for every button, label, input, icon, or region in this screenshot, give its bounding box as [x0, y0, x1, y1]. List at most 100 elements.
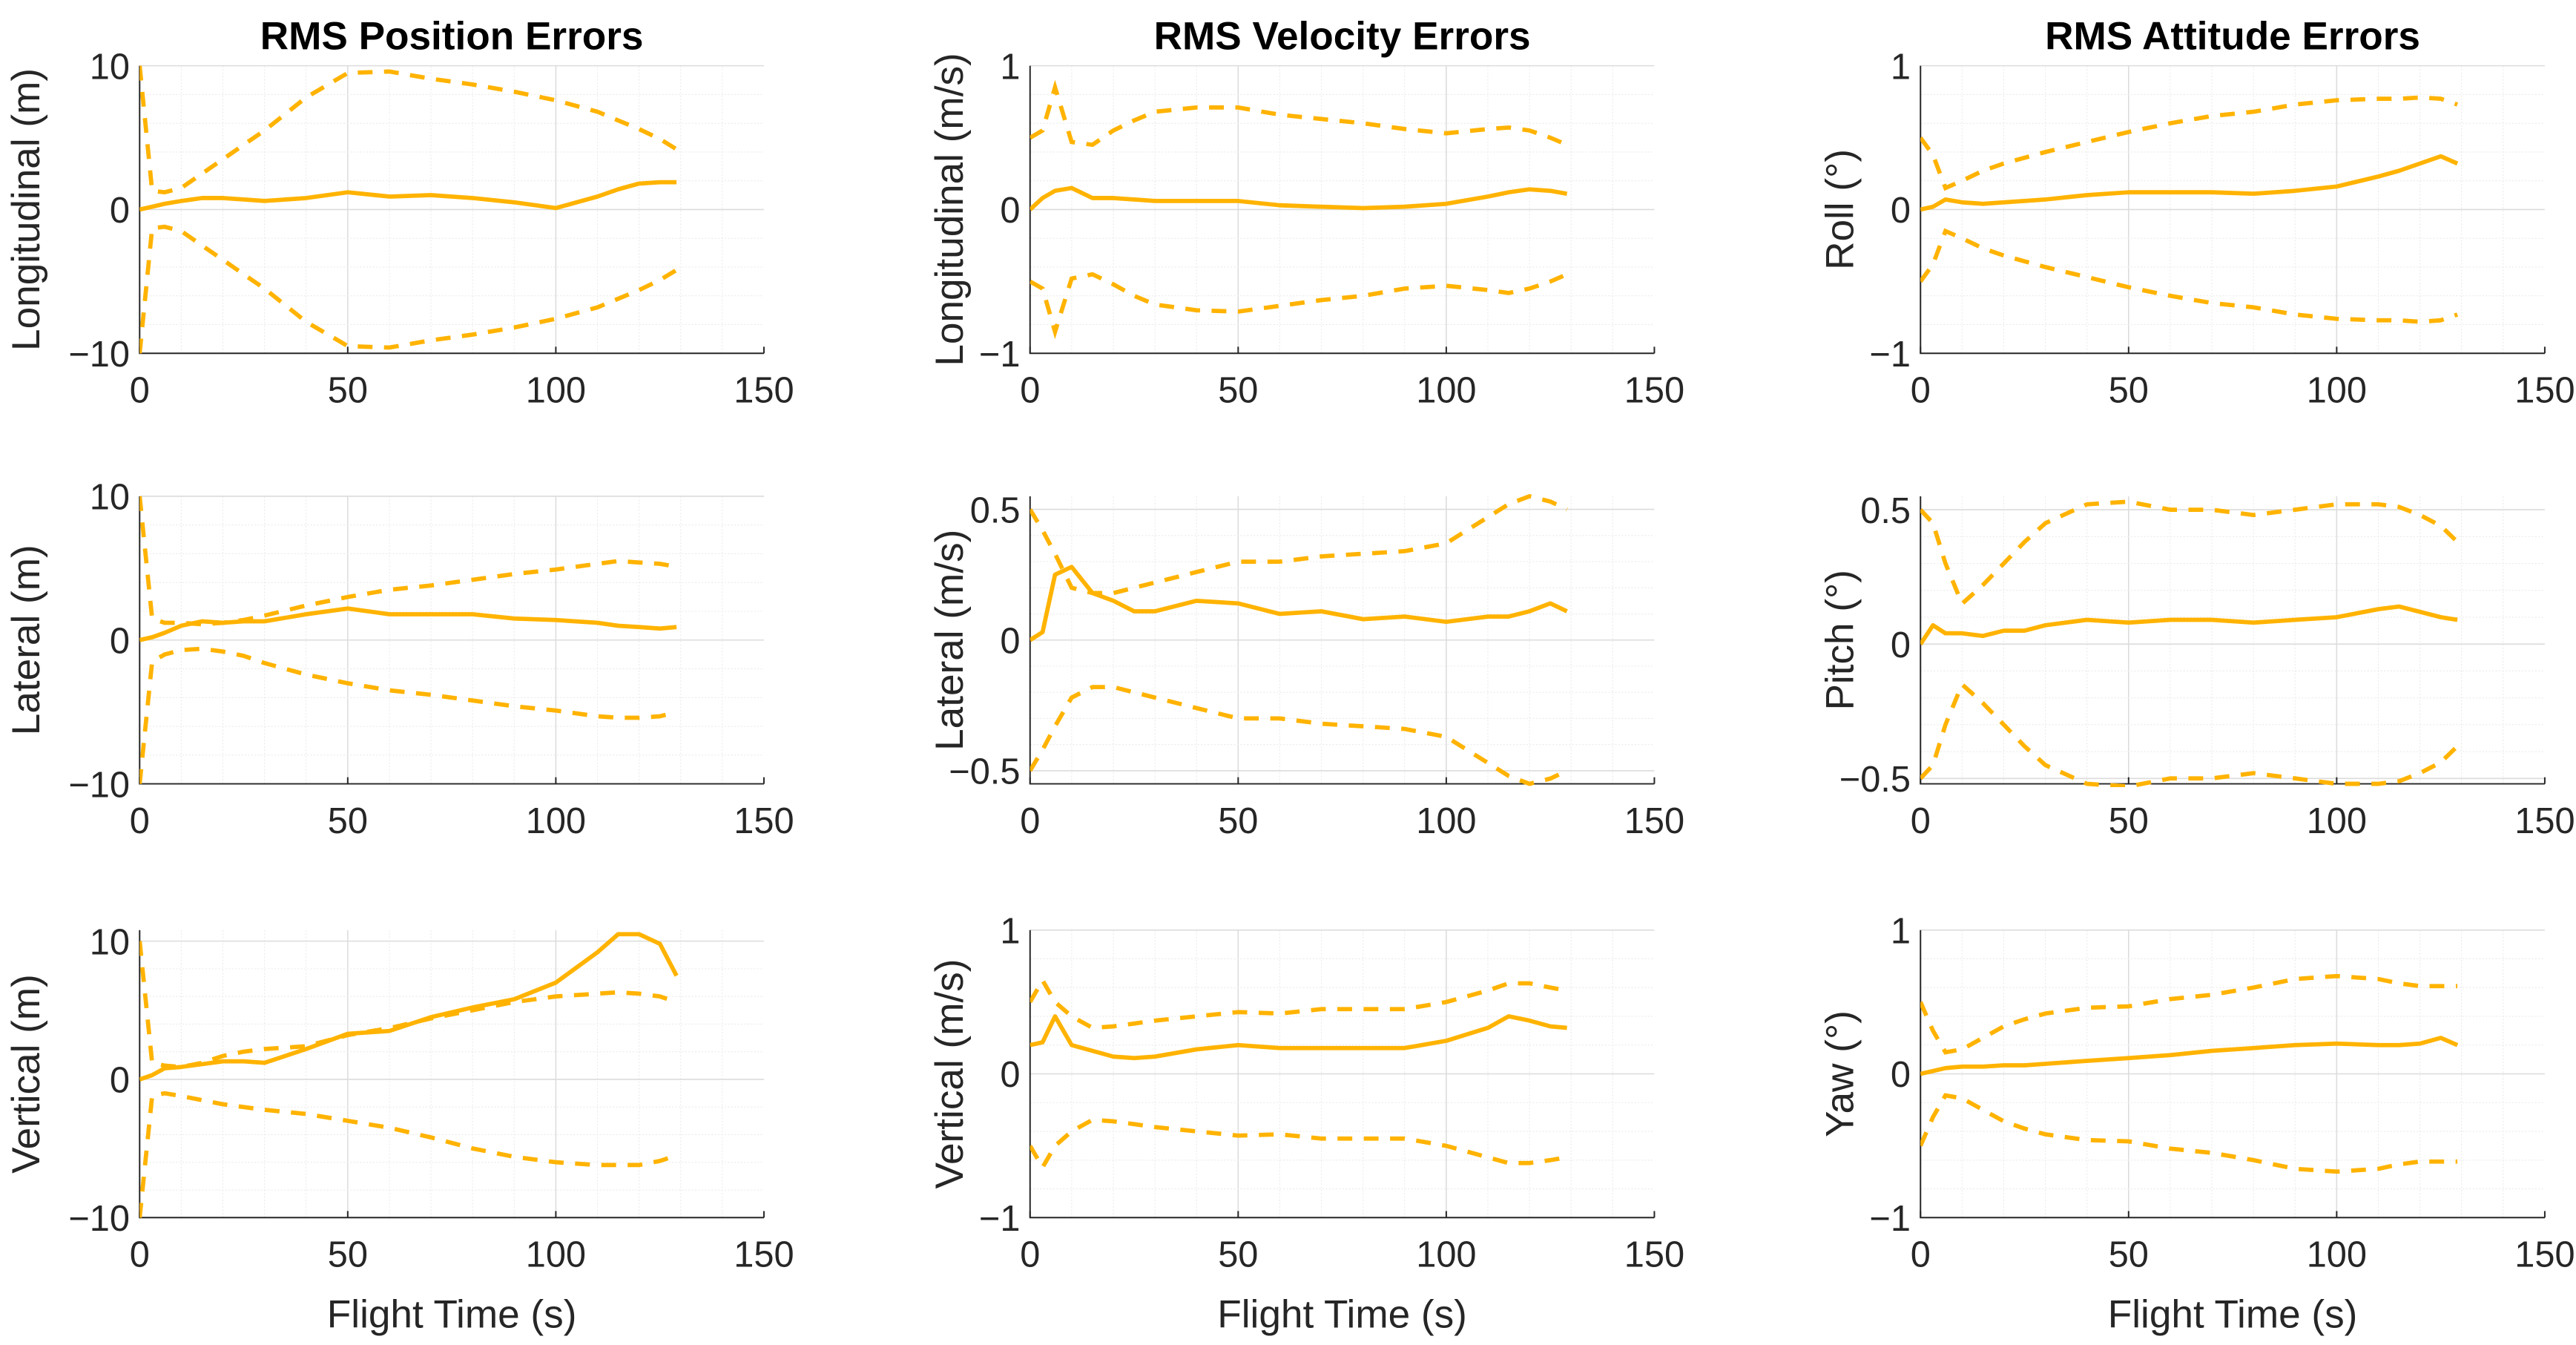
series-line-mean	[139, 180, 677, 212]
series-line-lower	[1030, 1117, 1568, 1172]
x-tick-label: 0	[1911, 1235, 1931, 1275]
x-tick-label: 150	[2514, 801, 2575, 841]
series-line-mean	[1030, 565, 1568, 642]
y-tick-label: −0.5	[949, 752, 1020, 792]
y-axis-label: Lateral (m)	[4, 545, 48, 735]
x-tick-label: 50	[2109, 1235, 2149, 1275]
x-tick-label: 50	[1218, 801, 1258, 841]
x-tick-label: 100	[526, 371, 586, 411]
y-tick-label: 10	[90, 922, 130, 962]
y-axis-label: Roll (°)	[1818, 149, 1862, 270]
x-tick-label: 50	[1218, 371, 1258, 411]
y-tick-label: −10	[68, 1199, 130, 1239]
series-line-mean	[1920, 604, 2458, 645]
series-line-mean	[1030, 1014, 1567, 1061]
y-axis-label: Longitudinal (m/s)	[928, 53, 972, 366]
xlabel-position: Flight Time (s)	[327, 1293, 577, 1337]
series-line-lower	[139, 646, 677, 784]
y-tick-label: 1	[1891, 47, 1911, 87]
y-axis-label: Pitch (°)	[1818, 570, 1862, 711]
x-tick-label: 0	[1020, 371, 1040, 411]
xlabel-velocity: Flight Time (s)	[1217, 1293, 1467, 1337]
x-tick-label: 100	[1416, 1235, 1476, 1275]
x-tick-label: 100	[2307, 801, 2367, 841]
x-tick-label: 0	[1020, 801, 1040, 841]
x-tick-label: 150	[1624, 801, 1684, 841]
y-tick-label: 1	[1000, 911, 1020, 951]
title-position: RMS Position Errors	[260, 14, 644, 58]
series-line-lower	[1920, 228, 2459, 324]
x-tick-label: 150	[2514, 1235, 2575, 1275]
axis-lines	[1920, 496, 2545, 785]
x-tick-label: 150	[2514, 371, 2575, 411]
series-line-mean	[1030, 185, 1568, 211]
x-tick-label: 0	[1911, 371, 1931, 411]
y-tick-label: 0	[1891, 625, 1911, 665]
y-tick-label: 0	[110, 1061, 130, 1101]
y-tick-label: 1	[1000, 47, 1020, 87]
y-tick-label: 0	[1000, 191, 1020, 231]
series-line-lower	[1920, 1093, 2458, 1174]
y-tick-label: 0	[1000, 1055, 1020, 1095]
y-tick-label: −10	[68, 765, 130, 805]
y-tick-label: 0	[1891, 191, 1911, 231]
series-line-upper	[1030, 976, 1568, 1030]
x-tick-label: 50	[2109, 801, 2149, 841]
x-tick-label: 100	[1416, 371, 1476, 411]
x-tick-label: 0	[130, 801, 150, 841]
x-tick-label: 50	[328, 1235, 368, 1275]
x-tick-label: 150	[734, 371, 794, 411]
x-tick-label: 100	[2307, 1235, 2367, 1275]
axis-lines	[139, 930, 764, 1219]
y-axis-label: Yaw (°)	[1818, 1010, 1862, 1137]
series-line-upper	[139, 496, 677, 627]
series-line-mean	[1920, 154, 2459, 212]
y-axis-label: Longitudinal (m)	[4, 68, 48, 351]
series-line-upper	[1030, 493, 1568, 596]
y-tick-label: 10	[90, 478, 130, 518]
x-tick-label: 50	[2109, 371, 2149, 411]
series-line-upper	[1920, 95, 2459, 191]
y-tick-label: 1	[1891, 911, 1911, 951]
y-tick-label: −1	[1869, 335, 1911, 375]
x-tick-label: 50	[328, 801, 368, 841]
series-line-mean	[139, 606, 677, 642]
x-tick-label: 0	[130, 1235, 150, 1275]
y-tick-label: −1	[1869, 1199, 1911, 1239]
x-tick-label: 150	[734, 1235, 794, 1275]
x-tick-label: 150	[1624, 371, 1684, 411]
y-tick-label: 0	[1000, 621, 1020, 661]
y-tick-label: 0.5	[1860, 491, 1911, 531]
y-tick-label: −10	[68, 335, 130, 375]
series-line-upper	[1030, 79, 1568, 148]
x-tick-label: 100	[2307, 371, 2367, 411]
y-tick-label: 0.5	[970, 490, 1021, 530]
series-line-lower	[1920, 680, 2460, 787]
series-line-upper	[139, 65, 678, 195]
y-axis-label: Lateral (m/s)	[928, 530, 972, 751]
series-line-lower	[1030, 685, 1568, 786]
x-tick-label: 50	[1218, 1235, 1258, 1275]
x-tick-label: 150	[1624, 1235, 1684, 1275]
x-tick-label: 100	[526, 1235, 586, 1275]
y-tick-label: 0	[1891, 1055, 1911, 1095]
series-line-upper	[139, 941, 678, 1070]
x-tick-label: 0	[130, 371, 150, 411]
title-velocity: RMS Velocity Errors	[1154, 14, 1531, 58]
series-line-lower	[139, 1091, 678, 1218]
series-line-mean	[139, 932, 679, 1082]
x-tick-label: 0	[1020, 1235, 1040, 1275]
series-line-lower	[139, 224, 678, 354]
series-line-mean	[1920, 1036, 2459, 1076]
x-tick-label: 150	[734, 801, 794, 841]
